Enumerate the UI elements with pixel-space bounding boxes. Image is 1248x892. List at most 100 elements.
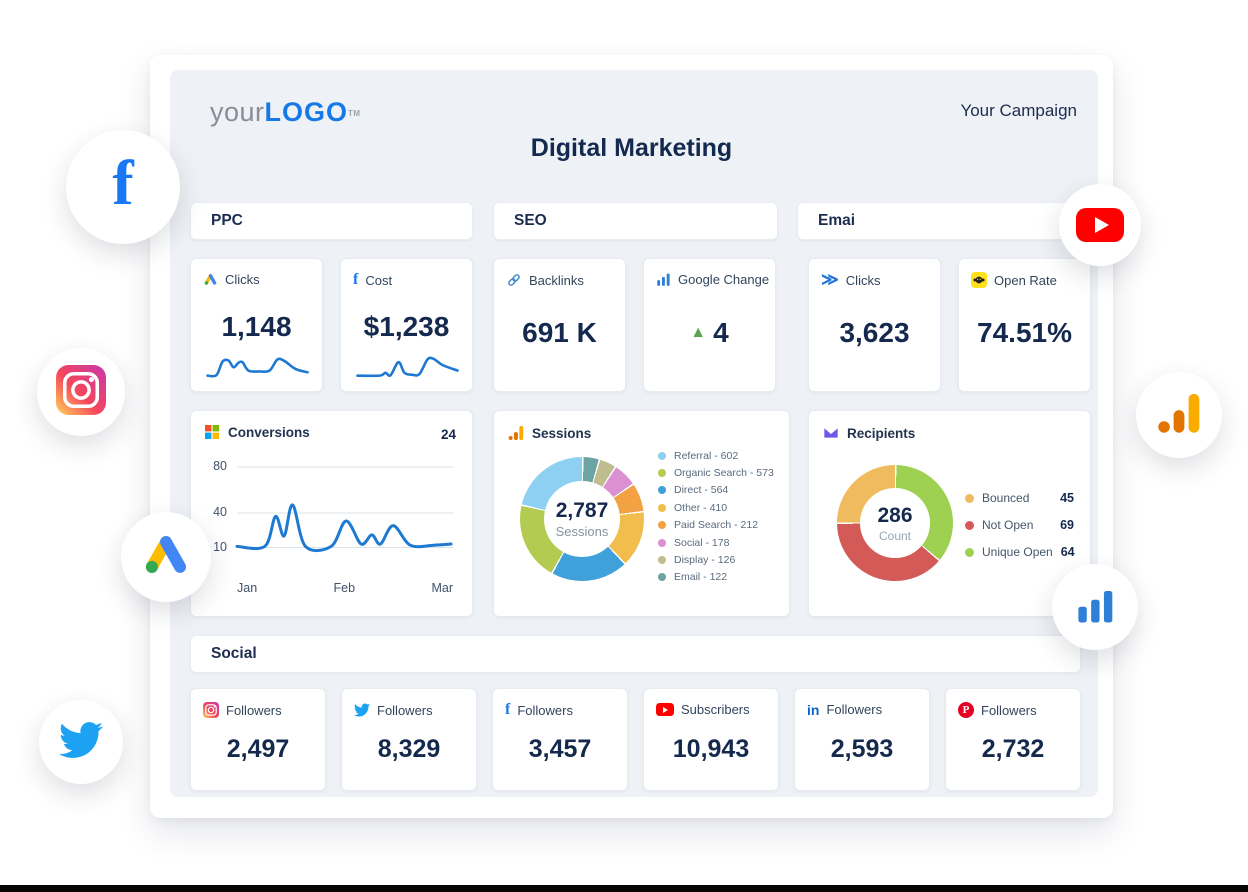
stat-card-email-clicks: ≫ Clicks 3,623 <box>808 258 941 392</box>
conversions-total-badge: 24 <box>440 427 456 442</box>
google-ads-icon <box>203 272 218 287</box>
page-title: Digital Marketing <box>530 134 733 162</box>
sessions-card: Sessions 2,787 Sessions Referral - 602 Or… <box>493 410 790 617</box>
social-value: 2,593 <box>830 735 894 763</box>
legend-dot <box>658 538 666 547</box>
legend-dot <box>658 451 666 460</box>
legend-dot <box>658 573 666 582</box>
link-icon <box>506 272 522 288</box>
x-axis-tick: Jan <box>237 581 258 595</box>
google-ads-floating-icon <box>121 512 211 602</box>
social-label: Followers <box>981 702 1037 718</box>
legend-dot <box>965 493 974 503</box>
stat-label: Clicks <box>225 272 260 287</box>
legend-label: Social - 178 <box>674 536 730 549</box>
instagram-icon <box>203 702 219 718</box>
chart-title: Conversions <box>228 425 310 440</box>
conversions-card: Conversions 24 80 40 10 Jan Feb Mar <box>190 410 473 617</box>
microsoft-icon <box>205 425 220 440</box>
legend-value: 64 <box>1060 545 1075 559</box>
social-card-instagram: Followers 2,497 <box>190 688 326 791</box>
stat-card-email-open-rate: Open Rate 74.51% <box>958 258 1091 392</box>
google-analytics-floating-icon <box>1136 372 1222 458</box>
legend-item: Other - 410 <box>658 499 774 516</box>
campaign-label: Your Campaign <box>960 101 1077 120</box>
stat-label: Open Rate <box>994 272 1057 288</box>
social-card-youtube: Subscribers 10,943 <box>643 688 779 791</box>
social-value: 2,497 <box>226 735 290 763</box>
social-label: Followers <box>377 702 433 718</box>
stat-label: Backlinks <box>529 272 584 288</box>
x-axis-ticks: Jan Feb Mar <box>237 581 453 595</box>
bar-chart-floating-icon <box>1052 564 1138 650</box>
y-axis-tick: 40 <box>213 505 227 519</box>
stat-card-seo-google-change: Google Change ▲ 4 <box>643 258 776 392</box>
facebook-floating-icon: f <box>66 130 180 244</box>
social-value: 3,457 <box>528 735 592 763</box>
legend-value: 45 <box>1060 491 1074 505</box>
analytics-icon <box>508 425 524 441</box>
stat-card-ppc-cost: f Cost $1,238 <box>340 258 473 392</box>
legend-dot <box>658 486 666 495</box>
recipients-total: 286 <box>877 503 913 527</box>
send-icon: ≫ <box>821 270 839 289</box>
y-axis-tick: 10 <box>213 539 227 554</box>
recipients-icon <box>823 425 839 441</box>
stat-value: 691 K <box>522 317 597 348</box>
recipients-donut <box>837 465 953 581</box>
instagram-floating-icon <box>37 348 125 436</box>
sessions-donut-center: 2,787 Sessions <box>520 457 644 581</box>
legend-dot <box>965 520 974 530</box>
legend-dot <box>658 469 666 478</box>
google-ads-icon <box>140 529 192 586</box>
legend-label: Bounced <box>982 491 1030 505</box>
facebook-icon: f <box>505 701 511 718</box>
social-value: 10,943 <box>672 735 750 763</box>
sessions-donut <box>520 457 644 581</box>
twitter-icon <box>59 718 104 767</box>
legend-item: Unique Open 64 <box>965 545 1075 559</box>
stat-value: 1,148 <box>221 311 292 342</box>
social-card-linkedin: in Followers 2,593 <box>794 688 930 791</box>
stat-label: Clicks <box>845 272 881 288</box>
pinterest-icon: P <box>958 702 974 718</box>
recipients-legend: Bounced 45 Not Open 69 Unique Open 64 <box>965 491 1075 572</box>
legend-dot <box>658 556 666 565</box>
legend-label: Unique Open <box>982 545 1053 559</box>
stat-value: 74.51% <box>977 317 1072 348</box>
legend-label: Email - 122 <box>674 571 728 584</box>
legend-label: Organic Search - 573 <box>674 467 774 480</box>
social-card-facebook: f Followers 3,457 <box>492 688 628 791</box>
linkedin-icon: in <box>807 701 820 718</box>
social-value: 8,329 <box>377 735 441 763</box>
bottom-bar <box>0 885 1248 892</box>
youtube-icon <box>656 703 674 716</box>
social-label: Followers <box>826 702 883 717</box>
conversions-chart: 80 40 10 Jan Feb Mar <box>199 457 463 609</box>
chart-title: Recipients <box>847 425 916 441</box>
legend-dot <box>658 503 666 512</box>
section-header-ppc: PPC <box>190 202 473 240</box>
social-label: Subscribers <box>681 702 750 717</box>
bar-chart-icon <box>1074 584 1116 631</box>
stat-label: Cost <box>365 272 393 288</box>
social-label: Followers <box>517 702 573 718</box>
social-card-twitter: Followers 8,329 <box>341 688 477 791</box>
recipients-card: Recipients 286 Count Bounced 45 Not Open 69… <box>808 410 1091 617</box>
logo: yourLOGOTM <box>210 97 361 127</box>
legend-label: Direct - 564 <box>674 484 729 497</box>
legend-label: Not Open <box>982 518 1034 532</box>
sessions-legend: Referral - 602 Organic Search - 573 Direct… <box>658 447 774 586</box>
stat-card-seo-backlinks: Backlinks 691 K <box>493 258 626 392</box>
facebook-icon: f <box>112 147 134 218</box>
legend-item: Display - 126 <box>658 551 774 568</box>
legend-label: Paid Search - 212 <box>674 519 759 532</box>
legend-item: Bounced 45 <box>965 491 1074 505</box>
legend-item: Email - 122 <box>658 569 774 586</box>
x-axis-tick: Feb <box>333 581 356 595</box>
clicks-sparkline <box>206 357 309 378</box>
section-header-email: Emai <box>797 202 1081 240</box>
logo-brand: LOGO <box>264 97 349 127</box>
legend-item: Direct - 564 <box>658 482 774 499</box>
